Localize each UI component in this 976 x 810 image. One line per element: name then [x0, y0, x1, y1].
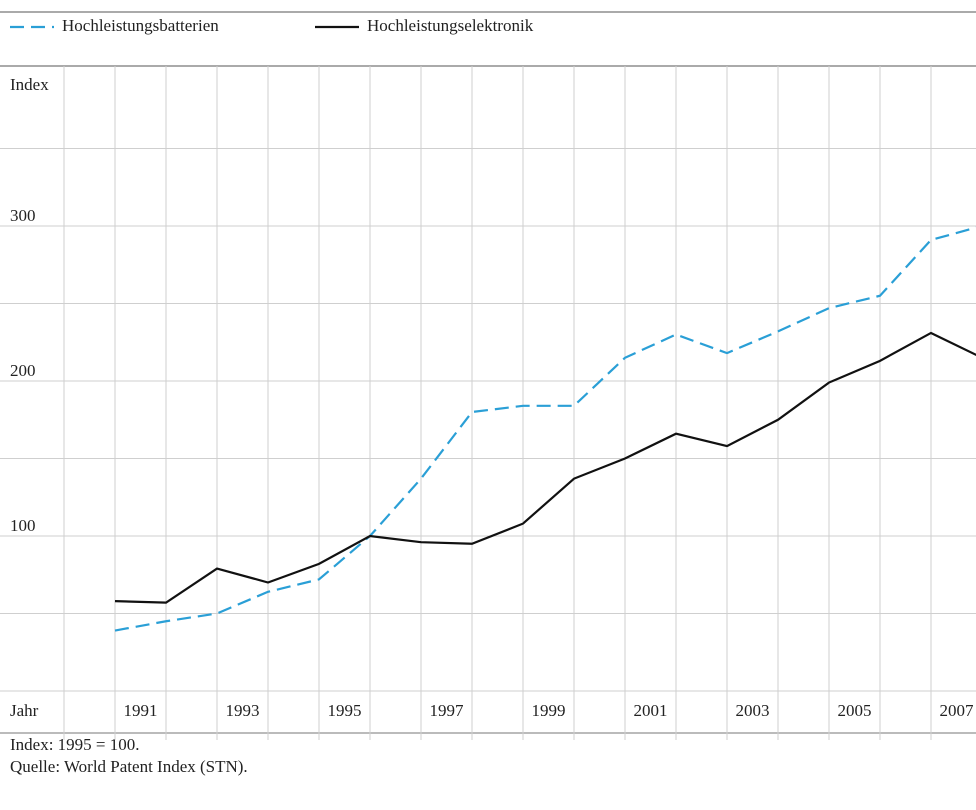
data-line [114, 331, 976, 604]
x-tick-label: 1997 [430, 701, 465, 720]
x-tick-label: 2003 [736, 701, 770, 720]
y-tick-label: 100 [10, 516, 36, 535]
legend-label: Hochleistungsbatterien [62, 16, 219, 35]
data-line [114, 226, 976, 632]
legend-label: Hochleistungselektronik [367, 16, 534, 35]
x-tick-label: 2005 [838, 701, 872, 720]
x-tick-label: 2007 [940, 701, 975, 720]
note: Index: 1995 = 100. [10, 735, 140, 754]
y-tick-label: 300 [10, 206, 36, 225]
y-axis-label: Index [10, 75, 49, 94]
x-tick-label: 2001 [634, 701, 668, 720]
y-tick-label: 200 [10, 361, 36, 380]
note: Quelle: World Patent Index (STN). [10, 757, 248, 776]
x-axis-label: Jahr [10, 701, 39, 720]
x-tick-label: 1993 [226, 701, 260, 720]
x-tick-label: 1999 [532, 701, 566, 720]
x-tick-label: 1991 [124, 701, 158, 720]
x-tick-label: 1995 [328, 701, 362, 720]
